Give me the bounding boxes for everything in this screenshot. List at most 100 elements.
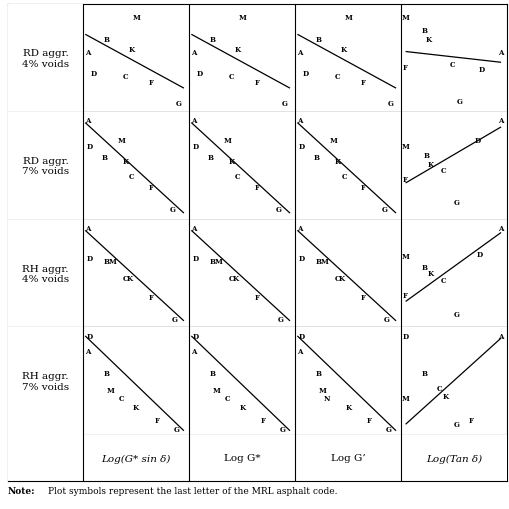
Text: D: D xyxy=(474,136,480,145)
Text: B: B xyxy=(313,154,319,162)
Text: C: C xyxy=(448,61,454,69)
Text: M: M xyxy=(401,394,409,403)
Text: G: G xyxy=(175,100,181,108)
Text: G: G xyxy=(169,206,175,213)
Text: K: K xyxy=(338,274,345,282)
Text: Log G*: Log G* xyxy=(223,454,260,463)
Text: F: F xyxy=(360,184,365,192)
Text: K: K xyxy=(129,46,135,54)
Text: F: F xyxy=(468,416,473,424)
Text: K: K xyxy=(122,158,128,166)
Text: G: G xyxy=(281,100,287,108)
Text: A: A xyxy=(296,347,302,355)
Text: M: M xyxy=(401,252,409,261)
Text: F: F xyxy=(148,184,153,192)
Text: B: B xyxy=(315,257,321,265)
Text: M: M xyxy=(401,14,409,22)
Text: F: F xyxy=(254,184,259,192)
Text: C: C xyxy=(118,394,124,403)
Text: RD aggr.
4% voids: RD aggr. 4% voids xyxy=(22,49,69,69)
Text: F: F xyxy=(360,78,365,87)
Text: A: A xyxy=(497,117,503,125)
Text: D: D xyxy=(298,332,304,340)
Text: D: D xyxy=(192,255,198,263)
Text: K: K xyxy=(239,403,245,411)
Text: D: D xyxy=(86,143,92,151)
Text: G: G xyxy=(171,315,177,323)
Text: A: A xyxy=(84,48,90,56)
Text: K: K xyxy=(233,274,239,282)
Text: F: F xyxy=(254,78,259,87)
Text: K: K xyxy=(425,36,431,43)
Text: G: G xyxy=(453,199,459,207)
Text: D: D xyxy=(192,332,198,340)
Text: M: M xyxy=(117,136,125,145)
Text: A: A xyxy=(190,225,196,233)
Text: B: B xyxy=(421,369,427,377)
Text: RD aggr.
7% voids: RD aggr. 7% voids xyxy=(22,157,69,176)
Text: A: A xyxy=(497,225,503,233)
Text: A: A xyxy=(296,48,302,56)
Text: A: A xyxy=(497,332,503,340)
Text: K: K xyxy=(442,392,448,401)
Text: K: K xyxy=(235,46,241,54)
Text: C: C xyxy=(341,173,346,181)
Text: F: F xyxy=(148,78,153,87)
Text: G: G xyxy=(387,100,393,108)
Text: C: C xyxy=(436,384,441,392)
Text: RH aggr.
4% voids: RH aggr. 4% voids xyxy=(22,264,69,284)
Text: C: C xyxy=(224,394,230,403)
Text: A: A xyxy=(190,117,196,125)
Text: N: N xyxy=(323,394,330,403)
Text: M: M xyxy=(215,257,222,265)
Text: F: F xyxy=(360,294,365,301)
Text: B: B xyxy=(101,154,107,162)
Text: M: M xyxy=(212,386,220,394)
Text: F: F xyxy=(402,64,407,71)
Text: Log(G* sin δ): Log(G* sin δ) xyxy=(101,454,171,463)
Text: C: C xyxy=(334,274,340,282)
Text: G: G xyxy=(173,425,179,433)
Text: B: B xyxy=(209,369,215,377)
Text: B: B xyxy=(209,36,215,43)
Text: D: D xyxy=(476,250,482,259)
Text: G: G xyxy=(385,425,391,433)
Text: A: A xyxy=(190,347,196,355)
Text: G: G xyxy=(383,315,389,323)
Text: K: K xyxy=(334,158,340,166)
Text: C: C xyxy=(440,166,446,175)
Text: A: A xyxy=(296,117,302,125)
Text: C: C xyxy=(129,173,134,181)
Text: F: F xyxy=(402,175,407,183)
Text: C: C xyxy=(229,73,234,81)
Text: B: B xyxy=(421,264,427,271)
Text: A: A xyxy=(84,347,90,355)
Text: K: K xyxy=(427,270,433,278)
Text: C: C xyxy=(123,274,128,282)
Text: B: B xyxy=(315,36,321,43)
Text: D: D xyxy=(86,332,92,340)
Text: M: M xyxy=(109,257,117,265)
Text: B: B xyxy=(103,257,109,265)
Text: RH aggr.
7% voids: RH aggr. 7% voids xyxy=(22,372,69,391)
Text: D: D xyxy=(192,143,198,151)
Text: A: A xyxy=(84,117,90,125)
Text: Log(Tan δ): Log(Tan δ) xyxy=(426,454,482,463)
Text: B: B xyxy=(207,154,213,162)
Text: K: K xyxy=(345,403,351,411)
Text: D: D xyxy=(478,66,484,74)
Text: M: M xyxy=(223,136,231,145)
Text: K: K xyxy=(228,158,234,166)
Text: M: M xyxy=(318,386,326,394)
Text: D: D xyxy=(298,143,304,151)
Text: G: G xyxy=(453,420,459,429)
Text: D: D xyxy=(196,70,203,78)
Text: B: B xyxy=(103,369,109,377)
Text: D: D xyxy=(402,332,408,340)
Text: F: F xyxy=(402,292,407,299)
Text: G: G xyxy=(381,206,386,213)
Text: F: F xyxy=(261,416,266,424)
Text: A: A xyxy=(190,48,196,56)
Text: D: D xyxy=(91,70,97,78)
Text: K: K xyxy=(341,46,347,54)
